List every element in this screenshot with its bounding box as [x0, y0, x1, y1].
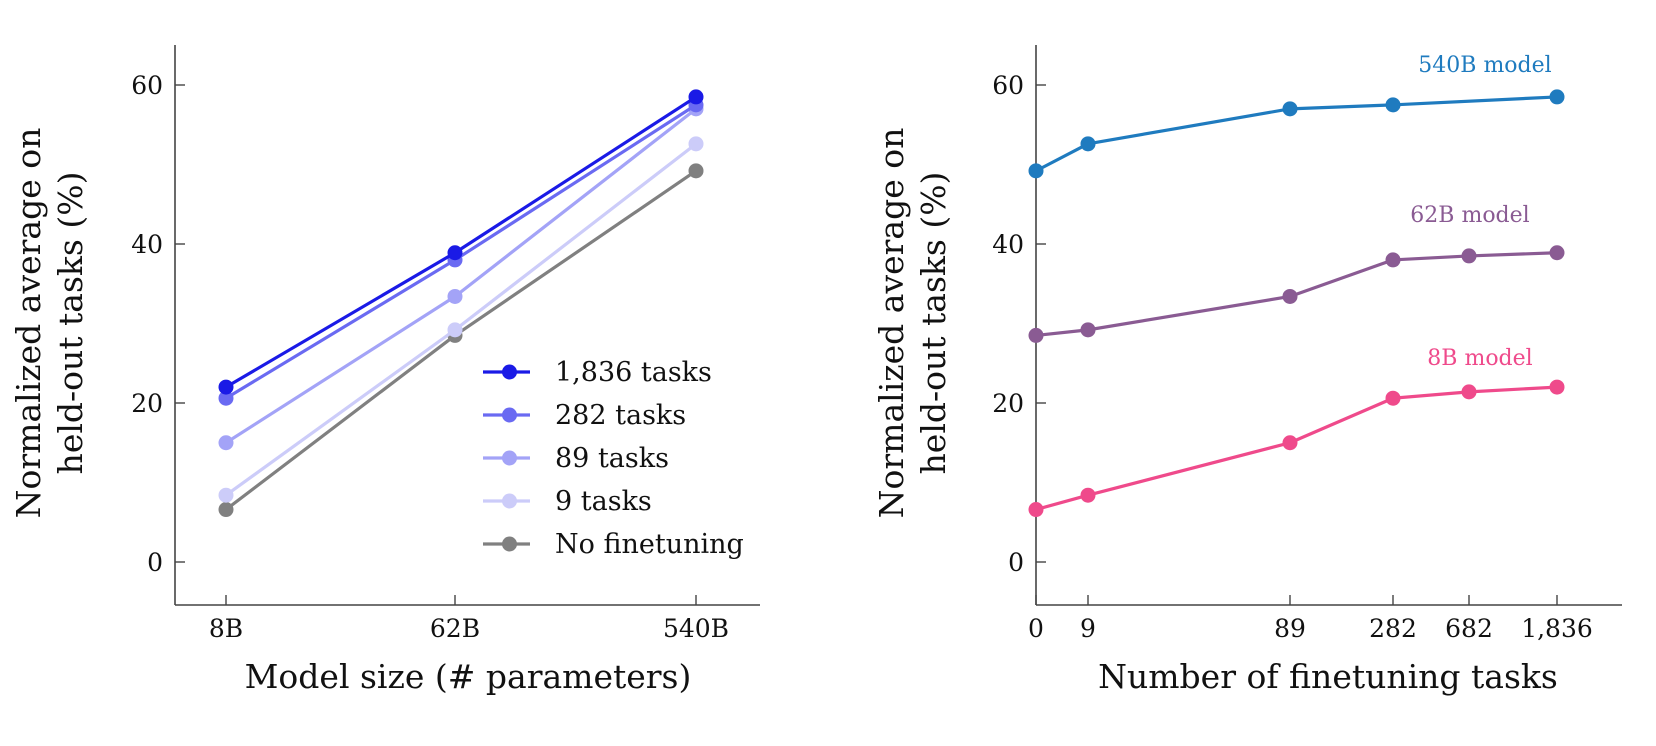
- x-tick-label: 0: [1028, 614, 1044, 643]
- x-tick-label: 62B: [430, 614, 480, 643]
- series-line-3: [225, 107, 697, 445]
- series-line-2: [1035, 251, 1558, 338]
- x-tick-label: 9: [1080, 614, 1096, 643]
- data-point: [218, 435, 234, 451]
- data-point: [1080, 136, 1096, 152]
- y-tick-label: 20: [131, 389, 163, 418]
- data-point: [1282, 435, 1298, 451]
- series-label: 8B model: [1427, 346, 1532, 371]
- y-tick-label: 60: [131, 71, 163, 100]
- x-tick-label: 1,836: [1521, 614, 1593, 643]
- legend-marker: [502, 450, 517, 466]
- data-point: [447, 245, 463, 261]
- series-line-3: [1035, 385, 1558, 512]
- data-point: [1028, 502, 1044, 518]
- legend-label: No finetuning: [555, 529, 744, 560]
- y-tick-label: 20: [992, 389, 1024, 418]
- x-tick-label: 540B: [663, 614, 729, 643]
- y-tick-label: 0: [1008, 548, 1024, 577]
- x-axis-title: Model size (# parameters): [245, 657, 692, 696]
- data-point: [1549, 379, 1565, 395]
- x-axis-title: Number of finetuning tasks: [1098, 657, 1558, 696]
- data-point: [1385, 97, 1401, 113]
- legend-marker: [502, 536, 517, 552]
- series-label: 62B model: [1410, 203, 1529, 228]
- y-axis-title: Normalized average on: [872, 128, 911, 519]
- data-point: [218, 502, 234, 518]
- data-point: [1549, 245, 1565, 261]
- data-point: [688, 136, 704, 152]
- data-point: [1282, 288, 1298, 304]
- x-tick-label: 282: [1369, 614, 1417, 643]
- y-tick-label: 0: [147, 548, 163, 577]
- series-line-1: [225, 95, 697, 389]
- data-point: [1549, 89, 1565, 105]
- legend-label: 1,836 tasks: [555, 357, 712, 388]
- x-tick-label: 682: [1445, 614, 1493, 643]
- data-point: [1080, 322, 1096, 338]
- data-point: [1461, 384, 1477, 400]
- data-point: [1385, 390, 1401, 406]
- legend-label: 9 tasks: [555, 486, 652, 517]
- data-point: [218, 379, 234, 395]
- x-tick-label: 89: [1274, 614, 1306, 643]
- legend-marker: [502, 493, 517, 509]
- x-tick-label: 8B: [209, 614, 243, 643]
- data-point: [1461, 248, 1477, 264]
- data-point: [1028, 163, 1044, 179]
- legend-marker: [502, 364, 517, 380]
- chart-panel-2: 0 20 40 60 0 9 89 282 682 1,836 Number of finetuni…: [872, 45, 1622, 696]
- data-point: [1028, 327, 1044, 343]
- y-axis-title: Normalized average on: [9, 128, 48, 519]
- y-tick-label: 60: [992, 71, 1024, 100]
- data-point: [688, 163, 704, 179]
- data-point: [1282, 101, 1298, 117]
- legend-label: 89 tasks: [555, 443, 669, 474]
- data-point: [218, 487, 234, 503]
- y-axis-title: held-out tasks (%): [914, 172, 953, 475]
- y-axis-title: held-out tasks (%): [51, 172, 90, 475]
- data-point: [218, 390, 234, 406]
- y-tick-label: 40: [131, 230, 163, 259]
- legend-marker: [502, 407, 517, 423]
- y-tick-label: 40: [992, 230, 1024, 259]
- series-label: 540B model: [1418, 53, 1551, 78]
- data-point: [447, 322, 463, 338]
- data-point: [688, 89, 704, 105]
- legend-label: 282 tasks: [555, 400, 686, 431]
- data-point: [1080, 487, 1096, 503]
- data-point: [447, 288, 463, 304]
- data-point: [1385, 252, 1401, 268]
- chart-panel-1: 0 20 40 60 8B 62B 540B Model size (# parameters…: [9, 45, 760, 696]
